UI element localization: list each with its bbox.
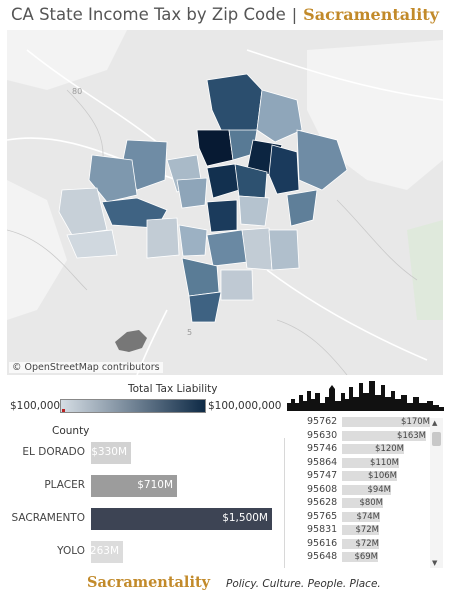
- zip-row[interactable]: 95864 $110M: [300, 457, 430, 470]
- county-value-label: $330M: [91, 446, 127, 458]
- zip-row[interactable]: 95746 $120M: [300, 443, 430, 456]
- zip-value-label: $74M: [356, 511, 380, 522]
- map-attribution[interactable]: © OpenStreetMap contributors: [9, 362, 163, 373]
- county-label: SACRAMENTO: [11, 512, 85, 524]
- zip-row[interactable]: 95765 $74M: [300, 511, 430, 524]
- county-row[interactable]: YOLO $263M: [0, 541, 285, 563]
- scroll-down-arrow-icon[interactable]: ▼: [432, 559, 438, 567]
- svg-text:80: 80: [72, 87, 82, 96]
- zip-row[interactable]: 95648 $69M: [300, 551, 430, 564]
- county-row[interactable]: PLACER $710M: [0, 475, 285, 497]
- zip-code-label: 95864: [307, 456, 338, 468]
- zip-bar[interactable]: $170M: [342, 417, 430, 427]
- legend-marker: [62, 409, 65, 412]
- zip-bar[interactable]: $72M: [342, 538, 379, 549]
- legend-max-label: $100,000,000: [208, 400, 282, 412]
- zip-bar[interactable]: $110M: [342, 457, 399, 468]
- zip-value-label: $110M: [370, 457, 399, 468]
- zip-code-label: 95746: [307, 443, 338, 454]
- county-row[interactable]: SACRAMENTO $1,500M: [0, 508, 285, 530]
- county-bar-chart: EL DORADO $330M PLACER $710M SACRAMENTO $1,50…: [0, 438, 285, 568]
- zip-value-label: $170M: [401, 417, 430, 427]
- zip-code-label: 95831: [307, 524, 338, 535]
- footer-brand-text: Sacramentality: [87, 574, 211, 591]
- zip-code-label: 95628: [307, 497, 338, 508]
- scroll-up-arrow-icon[interactable]: ▲: [432, 419, 438, 427]
- zip-code-label: 95765: [307, 510, 338, 522]
- county-label: YOLO: [57, 545, 85, 557]
- city-skyline-icon: [287, 381, 444, 411]
- zip-bar[interactable]: $163M: [342, 430, 426, 441]
- zip-value-label: $120M: [375, 444, 404, 454]
- zip-code-label: 95616: [307, 537, 338, 549]
- zip-value-label: $163M: [397, 430, 426, 441]
- zip-value-label: $80M: [359, 498, 383, 508]
- zip-row[interactable]: 95831 $72M: [300, 524, 430, 537]
- zip-value-label: $94M: [367, 484, 391, 495]
- zip-ranking-list[interactable]: 95762 $170M 95630 $163M 95746 $120M 95864 $110M…: [300, 416, 444, 568]
- county-column-header: County: [52, 425, 90, 437]
- zip-value-label: $72M: [355, 525, 379, 535]
- zip-code-label: 95608: [307, 483, 338, 495]
- zip-row[interactable]: 95630 $163M: [300, 430, 430, 443]
- zip-bar[interactable]: $80M: [342, 498, 383, 508]
- zip-value-label: $69M: [354, 552, 378, 562]
- svg-text:5: 5: [187, 328, 192, 337]
- zip-row[interactable]: 95747 $106M: [300, 470, 430, 483]
- county-value-label: $710M: [137, 479, 173, 491]
- zip-bar[interactable]: $69M: [342, 552, 378, 562]
- zip-code-label: 95747: [307, 470, 338, 481]
- zip-row[interactable]: 95762 $170M: [300, 416, 430, 429]
- county-bar[interactable]: $330M: [91, 442, 131, 464]
- county-value-label: $1,500M: [222, 512, 268, 524]
- zip-row[interactable]: 95616 $72M: [300, 538, 430, 551]
- zip-bar[interactable]: $120M: [342, 444, 404, 454]
- brand-logo-text: Sacramentality: [303, 5, 439, 24]
- county-bar[interactable]: $710M: [91, 475, 177, 497]
- county-label: PLACER: [44, 479, 85, 491]
- zip-list-scrollbar[interactable]: ▲ ▼: [430, 418, 443, 568]
- zip-bar[interactable]: $94M: [342, 484, 391, 495]
- zip-code-label: 95762: [307, 416, 338, 427]
- scroll-thumb[interactable]: [432, 432, 441, 446]
- footer-tagline: Policy. Culture. People. Place.: [226, 578, 381, 590]
- title-separator: |: [291, 5, 298, 24]
- map-canvas[interactable]: 80 50 80 5: [7, 30, 443, 375]
- county-row[interactable]: EL DORADO $330M: [0, 442, 285, 464]
- county-label: EL DORADO: [22, 446, 85, 458]
- dashboard-title: CA State Income Tax by Zip Code: [11, 5, 286, 24]
- zip-row[interactable]: 95608 $94M: [300, 484, 430, 497]
- zip-bar[interactable]: $72M: [342, 525, 379, 535]
- legend-title: Total Tax Liability: [128, 383, 218, 395]
- zip-bar[interactable]: $74M: [342, 511, 380, 522]
- dashboard-header: CA State Income Tax by Zip Code | Sacramen…: [0, 0, 450, 30]
- zip-regions: [58, 73, 348, 323]
- dashboard-footer: Sacramentality Policy. Culture. People. …: [0, 574, 450, 598]
- zip-code-label: 95648: [307, 551, 338, 562]
- county-value-label: $263M: [83, 545, 119, 557]
- zip-row[interactable]: 95628 $80M: [300, 497, 430, 510]
- zip-code-label: 95630: [307, 429, 338, 441]
- county-bar[interactable]: $1,500M: [91, 508, 272, 530]
- zip-code-map[interactable]: 80 50 80 5: [7, 30, 443, 375]
- zip-value-label: $106M: [368, 471, 397, 481]
- legend-gradient-bar: [60, 399, 206, 413]
- zip-bar[interactable]: $106M: [342, 471, 397, 481]
- legend-min-label: $100,000: [10, 400, 61, 412]
- county-bar[interactable]: $263M: [83, 541, 123, 563]
- zip-value-label: $72M: [355, 538, 379, 549]
